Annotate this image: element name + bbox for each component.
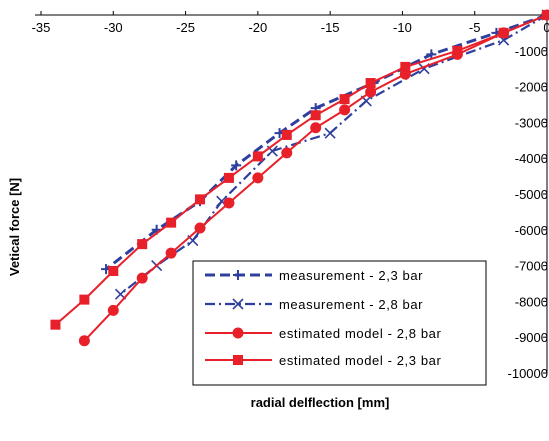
y-tick-label: -1000 [515, 44, 548, 59]
legend: measurement - 2,3 bar measurement - 2,8 b… [192, 260, 487, 386]
data-point [107, 304, 119, 316]
y-tick-label: -6000 [515, 223, 548, 238]
data-point [78, 335, 90, 347]
x-tick-label: -20 [248, 20, 267, 35]
data-point [426, 49, 437, 60]
data-point [136, 272, 148, 284]
y-tick-label: -10000 [508, 366, 548, 381]
series-layer [50, 9, 549, 347]
series-line [119, 14, 548, 296]
y-tick-label: -8000 [515, 294, 548, 309]
x-tick-label: -25 [176, 20, 195, 35]
data-point [542, 10, 549, 20]
legend-marker [233, 270, 243, 280]
data-point [137, 239, 148, 250]
data-point [195, 194, 206, 205]
data-point [365, 78, 376, 89]
x-axis-label: radial delflection [mm] [251, 395, 390, 410]
data-point [281, 129, 292, 140]
data-point [50, 319, 61, 330]
y-tick-label: -9000 [515, 330, 548, 345]
series-1 [101, 10, 549, 275]
data-point [79, 294, 90, 305]
data-point [365, 86, 377, 98]
data-point [165, 247, 177, 259]
y-tick-label: -4000 [515, 151, 548, 166]
series-4 [50, 10, 549, 330]
series-line [54, 14, 548, 326]
y-axis-label: Vetical force [N] [7, 178, 22, 276]
x-tick-label: -35 [32, 20, 51, 35]
data-point [324, 127, 336, 139]
data-point [452, 45, 463, 56]
y-tick-label: -3000 [515, 115, 548, 130]
legend-label: estimated model - 2,8 bar [279, 326, 441, 341]
legend-marker [232, 298, 244, 310]
y-tick-label: -5000 [515, 187, 548, 202]
legend-label: estimated model - 2,3 bar [279, 353, 441, 368]
data-point [400, 61, 411, 72]
legend-marker [233, 355, 243, 365]
legend-label: measurement - 2,3 bar [279, 268, 423, 283]
x-tick-label: -30 [104, 20, 123, 35]
y-tick-label: -7000 [515, 259, 548, 274]
x-tick-label: 0 [543, 20, 549, 35]
data-point [166, 217, 177, 228]
data-point [310, 110, 321, 121]
data-point [194, 222, 206, 234]
data-point [223, 197, 235, 209]
series-2 [114, 9, 549, 300]
data-point [339, 94, 350, 105]
data-point [498, 27, 509, 38]
data-point [223, 172, 234, 183]
data-point [310, 122, 322, 134]
y-tick-label: -2000 [515, 80, 548, 95]
data-point [252, 172, 264, 184]
data-point [108, 265, 119, 276]
x-tick-label: -10 [393, 20, 412, 35]
data-point [252, 151, 263, 162]
data-point [281, 147, 293, 159]
series-line [105, 13, 548, 271]
legend-marker [232, 327, 244, 339]
legend-label: measurement - 2,8 bar [279, 297, 423, 312]
data-point [231, 160, 242, 171]
x-tick-label: -5 [469, 20, 481, 35]
x-tick-label: -15 [321, 20, 340, 35]
data-point [339, 104, 351, 116]
